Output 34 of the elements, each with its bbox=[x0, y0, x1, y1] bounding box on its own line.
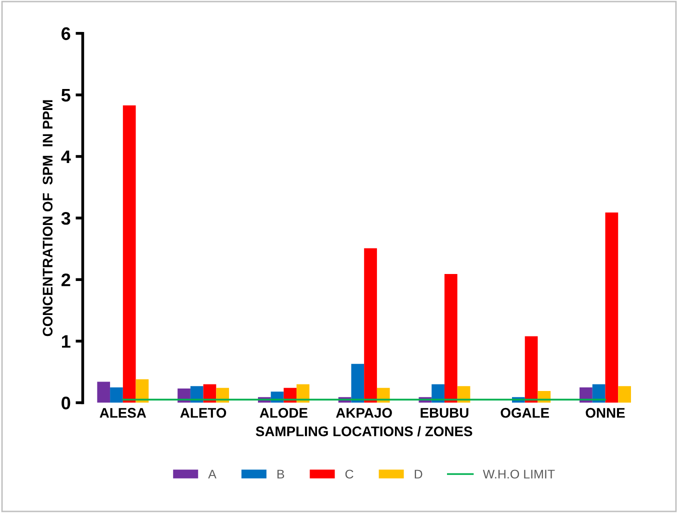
y-tick-label: 6 bbox=[62, 27, 70, 40]
bar bbox=[444, 274, 458, 403]
y-tick-label: 2 bbox=[61, 274, 70, 286]
x-tick-label: ALESA bbox=[100, 408, 146, 418]
bar bbox=[364, 248, 377, 403]
legend-label: C bbox=[345, 470, 354, 479]
y-tick-label: 5 bbox=[61, 89, 70, 102]
bar bbox=[432, 384, 444, 403]
bar bbox=[122, 105, 136, 403]
bar bbox=[605, 212, 618, 403]
bar bbox=[296, 384, 310, 403]
bar bbox=[351, 364, 364, 403]
y-tick-label: 4 bbox=[61, 150, 71, 164]
legend-label: B bbox=[277, 470, 284, 478]
x-tick-label: ALODE bbox=[260, 408, 308, 418]
bar bbox=[618, 386, 631, 403]
x-axis-title: SAMPLING LOCATIONS / ZONES bbox=[256, 426, 472, 436]
x-tick-label: ONNE bbox=[586, 408, 625, 418]
bar bbox=[524, 336, 538, 403]
y-tick-label: 1 bbox=[62, 335, 70, 348]
legend-label: D bbox=[414, 470, 422, 478]
x-tick-label: OGALE bbox=[500, 408, 550, 418]
bar bbox=[97, 382, 110, 403]
bar bbox=[592, 384, 606, 403]
x-tick-label: ALETO bbox=[180, 408, 226, 418]
bar bbox=[190, 386, 204, 403]
x-tick-label: EBUBU bbox=[420, 408, 468, 418]
legend-label: A bbox=[208, 470, 216, 478]
y-tick-label: 0 bbox=[62, 396, 70, 410]
bar bbox=[110, 387, 123, 403]
x-tick-label: AKPAJO bbox=[336, 408, 392, 418]
y-axis-title: CONCENTRATION OF SPM IN PPM bbox=[42, 100, 53, 336]
y-tick-label: 3 bbox=[61, 212, 70, 225]
legend-label: W.H.O LIMIT bbox=[482, 470, 555, 479]
